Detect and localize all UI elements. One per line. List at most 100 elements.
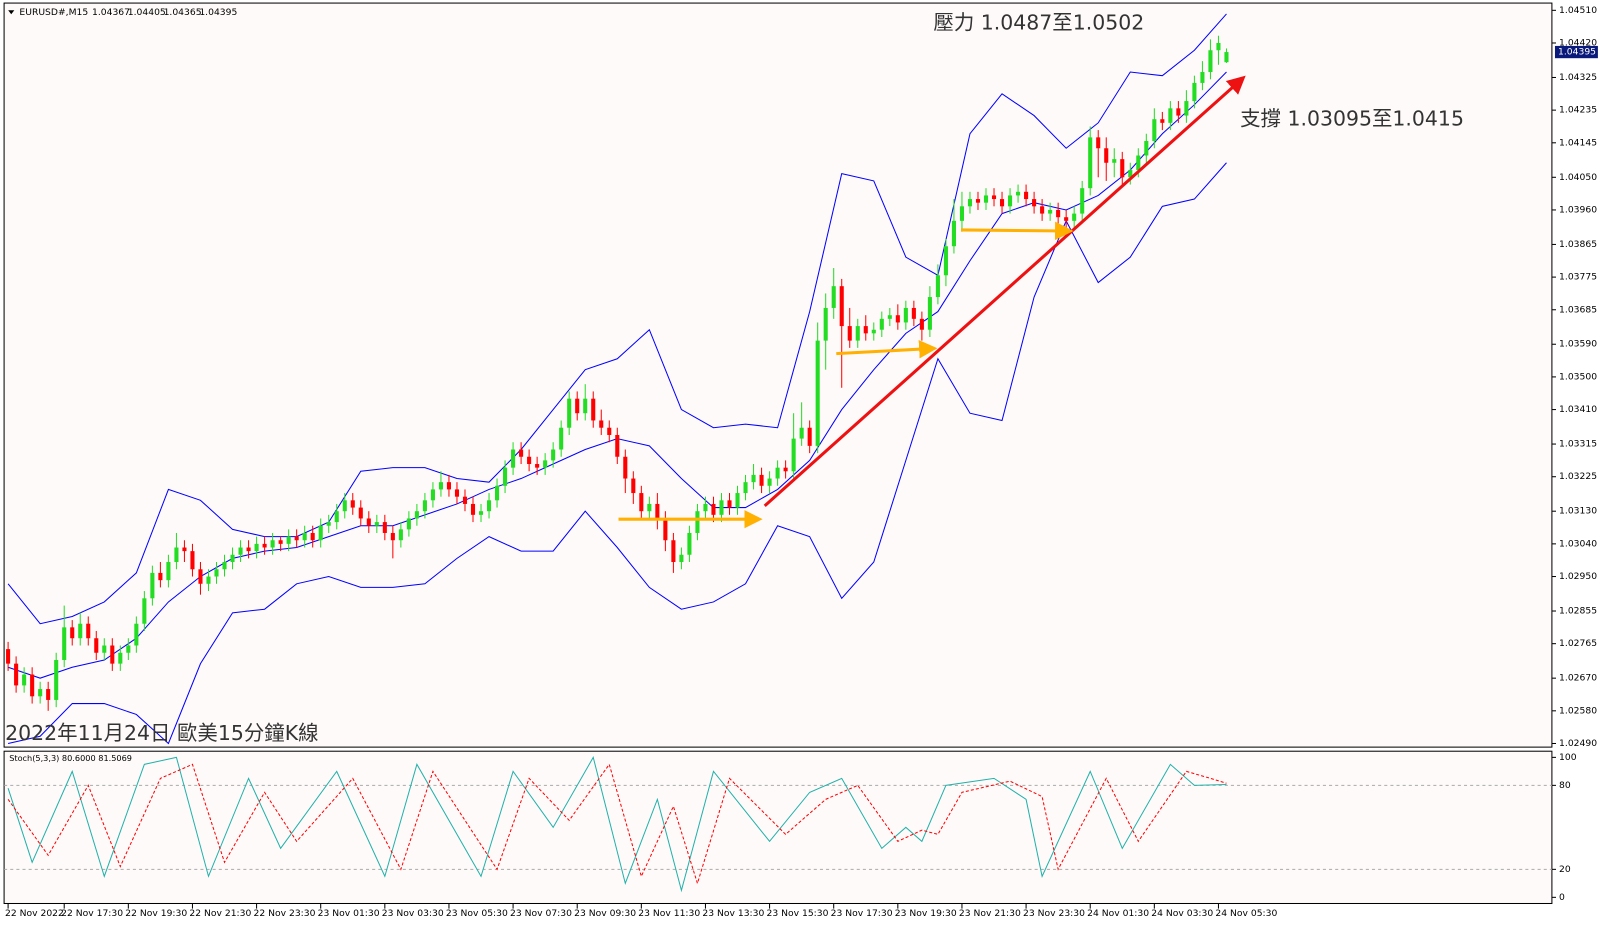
candle-body [775,467,780,479]
candle-body [134,623,139,646]
candle-body [22,674,27,686]
x-tick-label: 23 Nov 09:30 [574,908,636,919]
candle-body [382,522,387,533]
y-tick-label: 1.04235 [1559,105,1597,116]
candle-body [374,522,379,526]
y-tick-label: 1.04420 [1559,37,1597,48]
candle-body [1024,191,1029,200]
y-tick-label: 1.04050 [1559,172,1597,183]
candle-body [454,489,460,497]
candle-body [511,449,516,468]
candle-body [478,511,484,515]
y-tick-label: 1.03500 [1559,371,1597,382]
candle-body [70,627,75,639]
ohlc-open: 1.04367 [92,7,130,18]
x-tick-label: 23 Nov 19:30 [895,908,957,919]
candle-body [927,297,932,330]
candle-body [519,449,524,457]
y-tick-label: 1.02950 [1559,571,1597,582]
candle-body [14,663,19,686]
candle-body [446,482,452,490]
x-tick-label: 22 Nov 17:30 [61,908,123,919]
y-tick-label: 1.03315 [1559,439,1597,450]
candle-body [559,427,564,450]
candle-body [535,464,540,468]
candle-body [919,318,924,330]
y-tick-label: 20 [1559,864,1571,875]
x-tick-label: 22 Nov 19:30 [125,908,187,919]
candle-body [238,547,243,555]
candle-body [206,576,211,584]
candle-body [1200,72,1205,83]
candle-body [903,307,908,323]
candle-body [86,623,91,639]
candle-body [639,493,644,512]
candle-body [1192,82,1197,102]
candle-body [983,195,989,203]
support-note: 支撐 1.03095至1.0415 [1240,107,1464,131]
price-panel [3,2,1553,748]
candle-body [430,489,435,501]
candle-body [719,500,724,515]
candle-body [182,547,187,552]
candle-body [871,329,876,334]
x-tick-label: 22 Nov 21:30 [189,908,251,919]
candle-body [599,420,604,428]
candle-body [262,543,267,548]
collapse-icon [8,10,15,15]
candle-body [855,326,860,341]
resistance-note: 壓力 1.0487至1.0502 [933,11,1144,35]
y-tick-label: 1.03685 [1559,304,1597,315]
candle-body [78,623,83,639]
candle-body [270,540,275,548]
bollinger-lower [7,162,1227,745]
candle-body [398,529,403,541]
candle-body [1216,42,1221,51]
candle-body [575,398,580,414]
candle-body [254,543,259,552]
y-tick-label: 0 [1559,892,1565,903]
ohlc-close: 1.04395 [199,7,237,18]
support-arrow [960,221,1074,241]
y-tick-label: 1.02855 [1559,606,1597,617]
candle-body [358,507,363,519]
x-tick-label: 23 Nov 07:30 [510,908,572,919]
bollinger-upper [7,13,1227,625]
candle-body [1032,199,1037,207]
candle-body [687,532,692,555]
candle-body [1080,188,1085,214]
candle-body [815,340,820,446]
candle-body [839,286,844,327]
candle-body [190,551,195,570]
candle-body [887,315,892,319]
candle-body [342,500,347,512]
candle-body [607,427,612,435]
candle-body [198,569,203,584]
x-tick-label: 23 Nov 23:30 [1023,908,1085,919]
ohlc-low: 1.04365 [164,7,202,18]
x-tick-label: 23 Nov 15:30 [767,908,829,919]
candle-body [334,511,339,523]
candle-body [999,199,1005,207]
x-tick-label: 23 Nov 03:30 [382,908,444,919]
candle-body [62,627,67,661]
candle-body [1112,159,1117,163]
current-price: 1.04395 [1558,47,1596,58]
candle-body [166,562,171,581]
x-tick-label: 23 Nov 01:30 [318,908,380,919]
candle-body [951,220,956,247]
candle-body [783,467,788,472]
candle-body [615,434,620,457]
candle-body [406,518,411,530]
candle-body [959,206,965,221]
candle-body [230,554,235,563]
candle-body [583,398,588,414]
candle-body [110,645,115,664]
candle-body [671,540,676,563]
candle-body [807,427,812,446]
candle-body [1128,170,1133,178]
y-tick-label: 1.03960 [1559,204,1597,215]
candle-body [935,275,940,298]
